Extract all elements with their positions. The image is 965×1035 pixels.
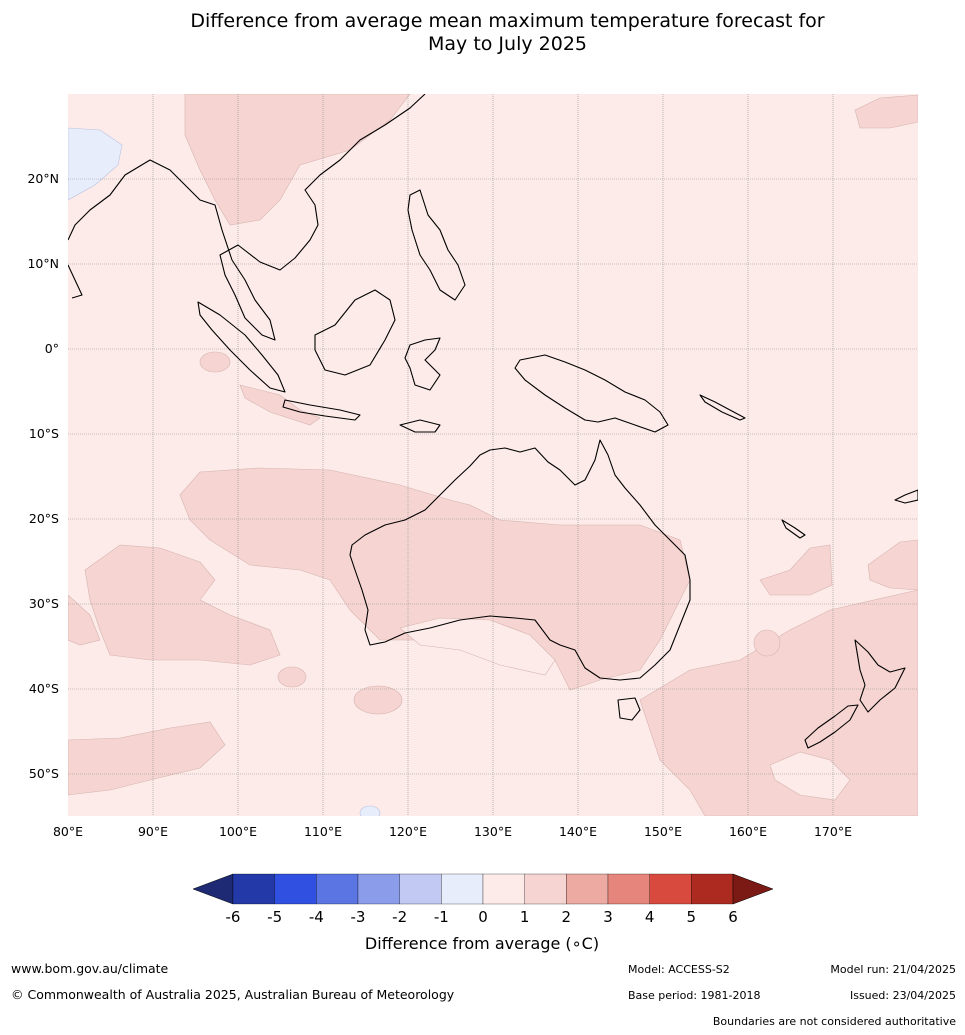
copyright-text: © Commonwealth of Australia 2025, Austra… [11, 987, 455, 1002]
warm-region-southwest [68, 721, 226, 796]
lat-tick-0: 0° [45, 341, 59, 356]
borneo-coastline [314, 289, 396, 376]
java-coastline [282, 399, 361, 421]
warm-region-indian-ocean [179, 467, 691, 691]
lon-tick-110: 110°E [304, 824, 342, 839]
lon-tick-120: 120°E [389, 824, 427, 839]
asia-coastline [68, 94, 426, 341]
colorbar-bin [357, 873, 400, 905]
solomon-islands-coastline [699, 394, 746, 421]
colorbar-bin [482, 873, 525, 905]
new-zealand-south-coastline [804, 704, 859, 749]
lat-tick-10s: 10°S [29, 426, 59, 441]
warm-region-far-west [68, 594, 101, 646]
model-run-date: Model run: 21/04/2025 [830, 963, 956, 976]
colorbar-bin [274, 873, 317, 905]
colorbar-bin [524, 873, 567, 905]
warm-region-west [84, 544, 281, 666]
title-line-1: Difference from average mean maximum tem… [190, 10, 825, 32]
colorbar-bin [316, 873, 359, 905]
colorbar-tick-label: -1 [434, 908, 449, 926]
website-link[interactable]: www.bom.gov.au/climate [11, 961, 169, 976]
warm-blob-2 [277, 666, 307, 688]
new-zealand-north-coastline [854, 639, 906, 713]
colorbar-tick-label: 6 [728, 908, 738, 926]
lon-tick-90: 90°E [138, 824, 168, 839]
lon-tick-100: 100°E [219, 824, 257, 839]
neutral-patch-nz [769, 751, 851, 801]
lon-tick-140: 140°E [559, 824, 597, 839]
warm-region-east [759, 544, 833, 596]
warm-region-java-sea [239, 384, 321, 426]
india-coastline-west [68, 264, 83, 299]
colorbar-bin [441, 873, 484, 905]
cool-region-india [68, 127, 123, 201]
warm-blob-4 [199, 351, 231, 373]
lat-tick-20s: 20°S [29, 511, 59, 526]
colorbar-bin [607, 873, 650, 905]
warm-blob-1 [353, 685, 403, 715]
lon-tick-170: 170°E [814, 824, 852, 839]
base-period: Base period: 1981-2018 [628, 989, 761, 1002]
colorbar-tick-label: 0 [478, 908, 488, 926]
colorbar-bin [691, 873, 734, 905]
philippines-coastline [407, 189, 466, 301]
new-caledonia-coastline [781, 519, 806, 539]
anomaly-regions [68, 94, 918, 816]
lat-tick-50s: 50°S [29, 766, 59, 781]
colorbar-tick-label: -4 [309, 908, 324, 926]
sumatra-coastline [197, 301, 286, 393]
colorbar-tick-label: -2 [392, 908, 407, 926]
cool-blob-south [359, 805, 381, 816]
warm-region-asia [184, 94, 411, 226]
warm-blob-3 [753, 629, 781, 657]
lat-tick-30s: 30°S [29, 596, 59, 611]
colorbar-bin [399, 873, 442, 905]
lon-tick-130: 130°E [474, 824, 512, 839]
new-guinea-coastline [514, 354, 669, 433]
colorbar-bin [566, 873, 609, 905]
lat-tick-10n: 10°N [27, 256, 59, 271]
colorbar-label: Difference from average (∘C) [364, 934, 600, 953]
colorbar-tick-label: 3 [603, 908, 613, 926]
colorbar-tick-label: -5 [267, 908, 282, 926]
boundaries-disclaimer: Boundaries are not considered authoritat… [712, 1015, 956, 1028]
colorbar-bin [649, 873, 692, 905]
colorbar-high-extend [732, 873, 774, 905]
title-line-2: May to July 2025 [428, 33, 587, 55]
australia-coastline [349, 439, 691, 681]
colorbar: -6 -5 -4 -3 -2 -1 0 1 2 3 4 5 6 [192, 873, 774, 926]
sulawesi-coastline [404, 337, 441, 391]
colorbar-tick-label: -6 [226, 908, 241, 926]
gridlines [68, 94, 918, 816]
forecast-map: 80°E 90°E 100°E 110°E 120°E 130°E 140°E … [27, 94, 918, 839]
colorbar-tick-label: 1 [520, 908, 530, 926]
lat-tick-40s: 40°S [29, 681, 59, 696]
warm-region-northeast [854, 94, 918, 129]
model-name: Model: ACCESS-S2 [628, 963, 730, 976]
lon-tick-80: 80°E [53, 824, 83, 839]
colorbar-tick-label: -3 [351, 908, 366, 926]
tasmania-coastline [617, 697, 641, 721]
colorbar-tick-label: 5 [687, 908, 697, 926]
issued-date: Issued: 23/04/2025 [849, 989, 956, 1002]
colorbar-tick-label: 4 [645, 908, 655, 926]
colorbar-tick-label: 2 [562, 908, 572, 926]
warm-region-tasman [639, 589, 918, 816]
fiji-coastline [894, 489, 918, 504]
colorbar-bin [232, 873, 275, 905]
lon-tick-160: 160°E [729, 824, 767, 839]
warm-region-pacific [867, 539, 918, 591]
chart-title: Difference from average mean maximum tem… [0, 10, 965, 56]
lat-tick-20n: 20°N [27, 171, 59, 186]
lon-tick-150: 150°E [644, 824, 682, 839]
timor-coastline [399, 419, 441, 433]
colorbar-low-extend [192, 873, 234, 905]
